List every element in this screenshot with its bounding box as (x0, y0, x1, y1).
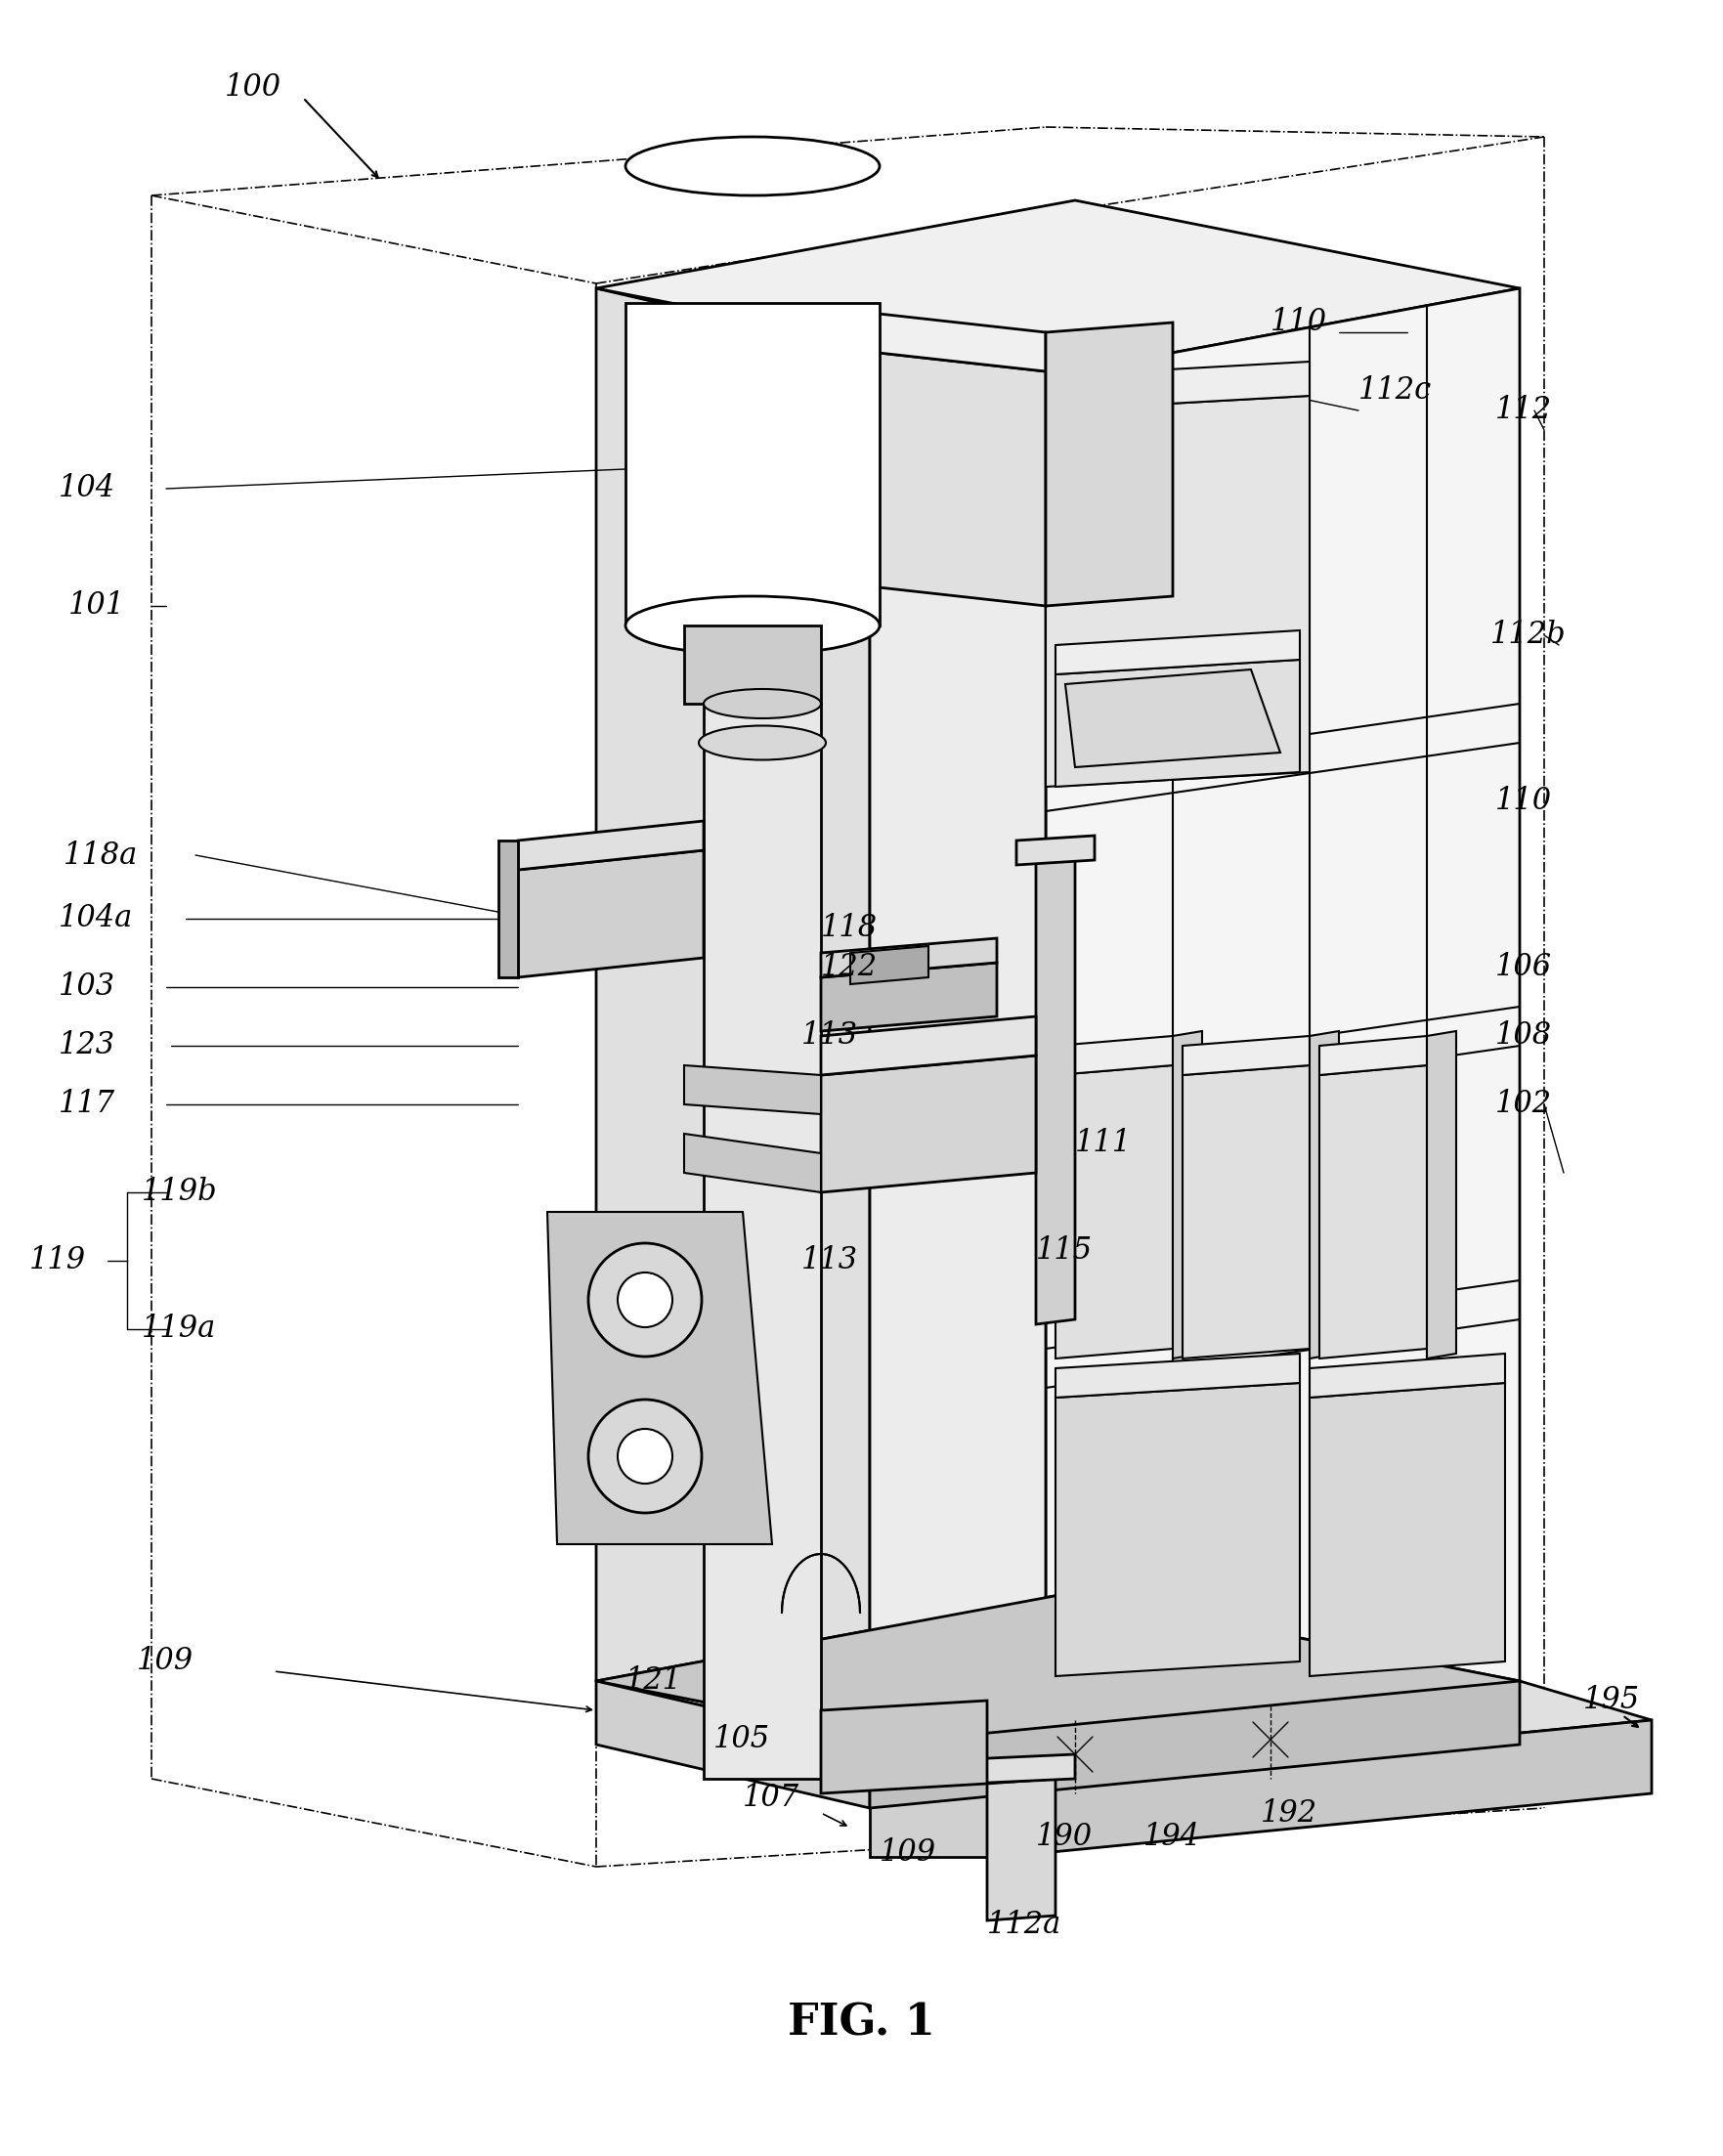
Circle shape (588, 1244, 701, 1356)
Polygon shape (1046, 323, 1173, 606)
Text: 112b: 112b (1490, 621, 1566, 651)
Polygon shape (1182, 1065, 1309, 1358)
Polygon shape (684, 1134, 820, 1192)
Polygon shape (498, 841, 519, 977)
Polygon shape (1309, 1382, 1506, 1675)
Polygon shape (1036, 856, 1075, 1324)
Polygon shape (820, 1056, 1036, 1192)
Text: 112c: 112c (1358, 375, 1432, 405)
Circle shape (617, 1429, 672, 1483)
Text: 109: 109 (879, 1837, 936, 1867)
Circle shape (588, 1399, 701, 1514)
Text: 104a: 104a (59, 903, 133, 934)
Text: 194: 194 (1144, 1822, 1201, 1852)
Text: 123: 123 (59, 1031, 115, 1061)
Text: 102: 102 (1496, 1089, 1552, 1119)
Text: 108: 108 (1496, 1020, 1552, 1052)
Text: 121: 121 (625, 1667, 682, 1697)
Polygon shape (1056, 1037, 1173, 1076)
Polygon shape (1173, 1031, 1203, 1358)
Polygon shape (1046, 397, 1309, 787)
Polygon shape (596, 201, 1520, 377)
Polygon shape (1056, 630, 1299, 675)
Text: 118: 118 (820, 914, 877, 944)
Text: 110: 110 (1270, 308, 1327, 338)
Text: 106: 106 (1496, 953, 1552, 983)
Polygon shape (987, 1779, 1056, 1921)
Polygon shape (1427, 1031, 1456, 1358)
Polygon shape (1056, 1354, 1299, 1397)
Text: 122: 122 (820, 953, 877, 983)
Text: 112a: 112a (987, 1910, 1061, 1940)
Text: 100: 100 (224, 73, 281, 103)
Polygon shape (820, 938, 998, 977)
Polygon shape (820, 1015, 1036, 1076)
Polygon shape (1046, 369, 1173, 785)
Text: 118a: 118a (64, 841, 138, 871)
Polygon shape (820, 1701, 987, 1794)
Polygon shape (596, 1682, 870, 1809)
Polygon shape (1320, 1065, 1427, 1358)
Polygon shape (703, 703, 820, 1779)
Polygon shape (1046, 289, 1520, 1768)
Polygon shape (519, 821, 703, 869)
Polygon shape (1065, 671, 1280, 768)
Polygon shape (870, 313, 1046, 371)
Text: 195: 195 (1583, 1686, 1640, 1716)
Text: 115: 115 (1036, 1235, 1092, 1266)
Polygon shape (1056, 1382, 1299, 1675)
Text: 119a: 119a (141, 1313, 215, 1345)
Polygon shape (870, 1682, 1520, 1809)
Text: 111: 111 (1075, 1128, 1132, 1158)
Polygon shape (1182, 1037, 1309, 1076)
Text: 113: 113 (801, 1020, 858, 1052)
Text: FIG. 1: FIG. 1 (787, 2003, 934, 2044)
Text: 107: 107 (743, 1783, 799, 1813)
Polygon shape (519, 849, 703, 977)
Text: 119: 119 (29, 1246, 86, 1276)
Ellipse shape (700, 727, 825, 759)
Ellipse shape (625, 136, 879, 196)
Polygon shape (596, 1593, 1520, 1768)
Polygon shape (684, 625, 820, 703)
Text: 105: 105 (713, 1725, 770, 1755)
Polygon shape (968, 1755, 1075, 1783)
Text: 112: 112 (1496, 395, 1552, 425)
Text: 190: 190 (1036, 1822, 1092, 1852)
Polygon shape (1046, 362, 1309, 410)
Text: 104: 104 (59, 474, 115, 505)
Polygon shape (820, 964, 998, 1031)
Polygon shape (870, 1682, 1652, 1783)
Polygon shape (1001, 1720, 1652, 1856)
Polygon shape (596, 289, 870, 1744)
Text: 117: 117 (59, 1089, 115, 1119)
Ellipse shape (625, 597, 879, 655)
Polygon shape (870, 351, 1046, 606)
Polygon shape (625, 304, 879, 625)
Polygon shape (1309, 1354, 1506, 1397)
Polygon shape (1017, 837, 1094, 865)
Circle shape (617, 1272, 672, 1328)
Text: 101: 101 (69, 591, 126, 621)
Polygon shape (596, 1593, 1520, 1768)
Text: 103: 103 (59, 972, 115, 1003)
Polygon shape (849, 946, 929, 983)
Polygon shape (1056, 660, 1299, 787)
Polygon shape (1309, 1031, 1339, 1358)
Polygon shape (684, 1065, 820, 1115)
Text: 110: 110 (1496, 787, 1552, 817)
Ellipse shape (703, 690, 820, 718)
Polygon shape (1056, 1065, 1173, 1358)
Polygon shape (548, 1212, 772, 1544)
Polygon shape (1320, 1037, 1427, 1076)
Polygon shape (870, 351, 1046, 1768)
Text: 119b: 119b (141, 1177, 217, 1207)
Polygon shape (870, 1783, 1001, 1856)
Text: 109: 109 (136, 1647, 193, 1677)
Text: 113: 113 (801, 1246, 858, 1276)
Text: 192: 192 (1261, 1798, 1318, 1828)
